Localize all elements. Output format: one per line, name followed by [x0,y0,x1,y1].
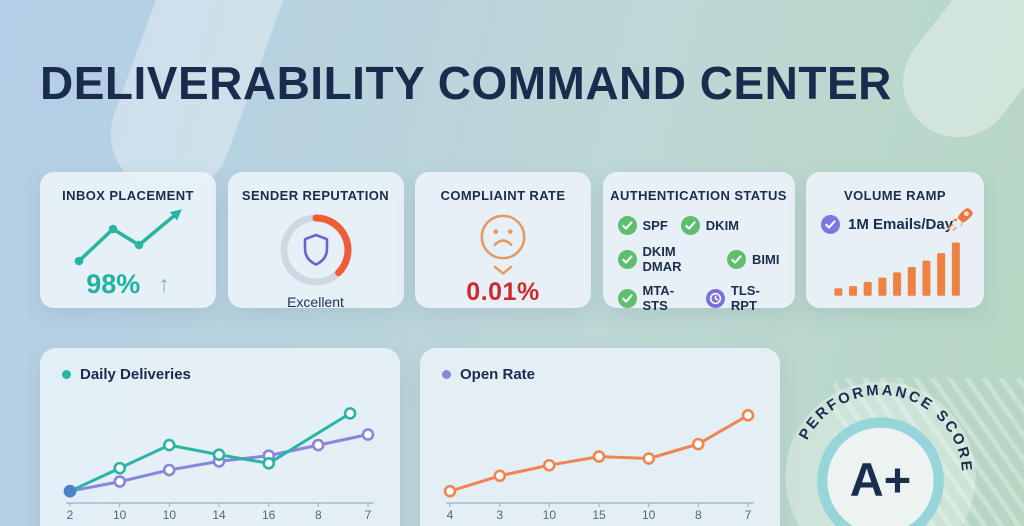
auth-label: BIMI [752,251,780,267]
inbox-placement-value: 98% [86,269,141,299]
sender-reputation-card: SENDER REPUTATION Excellent [227,172,404,310]
auth-row: SPF DKIM [617,216,780,235]
card-title: COMPLIAINT RATE [440,188,566,203]
auth-item-bimi: BIMI [727,249,780,269]
svg-text:7: 7 [745,508,752,522]
daily-deliveries-legend: Daily Deliveries [54,366,386,383]
svg-text:10: 10 [642,508,656,522]
svg-text:7: 7 [365,508,372,522]
open-rate-chart: 4 3 10 15 10 8 7 [443,409,755,522]
auth-label: DKIM [705,218,740,233]
open-rate-card: Open Rate 4 3 10 15 10 8 7 [420,348,780,526]
inbox-placement-value-row: 98% ↑ [40,269,216,300]
svg-text:8: 8 [695,508,702,522]
auth-row: MTA-STS TLS-RPT [617,283,780,313]
auth-item-spf: SPF [617,216,668,235]
check-icon [617,216,637,235]
daily-deliveries-chart: 2 10 10 14 16 8 7 [63,407,375,522]
svg-text:4: 4 [447,508,454,522]
card-title: SENDER REPUTATION [241,188,390,203]
legend-dot-teal [62,370,71,379]
auth-label: SPF [642,218,668,233]
inbox-placement-sparkline [74,209,182,266]
decorative-band [880,0,1024,160]
legend-dot-purple [442,370,451,379]
svg-text:10: 10 [163,508,177,522]
auth-label: TLS-RPT [730,283,760,313]
check-icon [727,249,747,269]
svg-text:16: 16 [262,508,276,522]
rocket-icon [947,208,973,232]
auth-row: DKIM DMAR BIMI [617,244,780,274]
trend-up-icon: ↑ [158,271,170,297]
reputation-gauge [280,214,351,286]
performance-score-badge: PERFORMANCE SCORE A+ [768,352,993,526]
auth-item-dkim-dmar: DKIM DMAR [617,244,715,274]
chevron-down-icon [493,265,513,275]
card-title: AUTHENTICATION STATUS [610,188,787,203]
volume-ramp-card: VOLUME RAMP 1M Emails/Day [806,172,984,308]
svg-text:14: 14 [212,508,226,522]
svg-text:3: 3 [496,508,503,522]
svg-text:2: 2 [67,508,74,522]
volume-ramp-bars [834,242,960,296]
badge-grade: A+ [850,453,911,506]
shield-icon [303,233,328,266]
auth-label: MTA-STS [642,283,675,313]
daily-deliveries-card: Daily Deliveries 2 10 10 14 16 8 7 [40,348,400,526]
auth-item-tls-rpt: TLS-RPT [705,283,780,313]
legend-label: Daily Deliveries [80,366,191,383]
reputation-status: Excellent [287,294,344,310]
complaint-rate-value: 0.01% [466,278,540,306]
svg-text:10: 10 [113,508,127,522]
svg-text:15: 15 [592,508,606,522]
svg-text:8: 8 [315,508,322,522]
page-title: DELIVERABILITY COMMAND CENTER [40,57,892,109]
inbox-placement-card: INBOX PLACEMENT 98% ↑ [40,172,216,308]
auth-item-mta-sts: MTA-STS [617,283,693,313]
auth-status-list: SPF DKIM [603,216,795,313]
check-icon [617,288,637,308]
gauge-arc [312,214,351,277]
svg-text:10: 10 [543,508,557,522]
auth-label: DKIM DMAR [642,244,682,274]
kpi-cards-row: INBOX PLACEMENT 98% ↑ SENDER REPUTATION … [40,172,984,313]
check-icon [617,249,637,269]
complaint-rate-card: COMPLIAINT RATE 0.01% [415,172,591,308]
open-rate-legend: Open Rate [434,366,766,383]
legend-label: Open Rate [460,366,536,383]
check-icon [821,215,840,234]
authentication-status-card: AUTHENTICATION STATUS SPF [602,172,795,313]
sad-face-icon [480,214,526,260]
volume-ramp-value-row: 1M Emails/Day [806,215,984,234]
volume-ramp-value: 1M Emails/Day [848,216,954,233]
card-title: INBOX PLACEMENT [62,188,194,203]
clock-pending-icon [705,288,725,308]
card-title: VOLUME RAMP [844,188,946,203]
auth-item-dkim: DKIM [680,216,740,235]
badge-graphic: PERFORMANCE SCORE A+ [785,366,989,526]
check-icon [680,216,700,235]
